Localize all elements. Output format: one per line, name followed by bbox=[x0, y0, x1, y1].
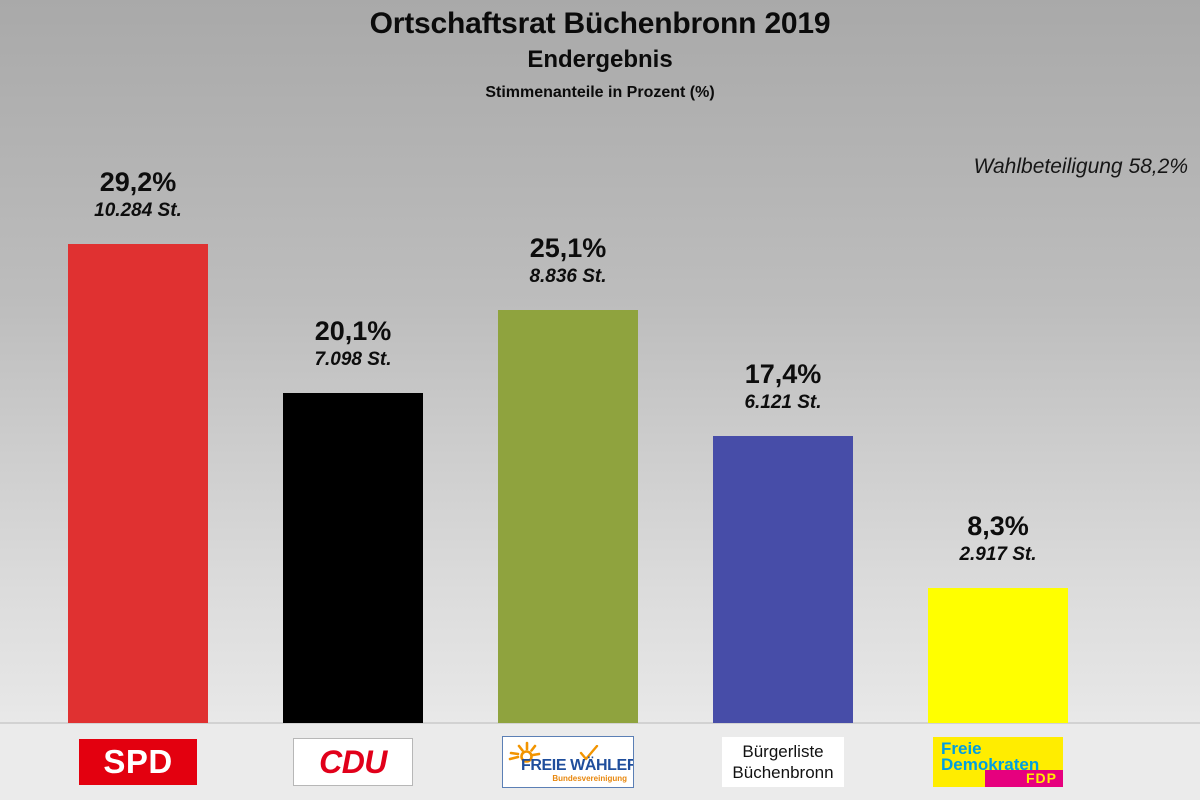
bar-rect-freie-waehler[interactable] bbox=[498, 310, 638, 723]
checkmark-icon bbox=[579, 744, 599, 760]
buergerliste-logo[interactable]: Bürgerliste Büchenbronn bbox=[722, 736, 844, 787]
bar-votes-label: 10.284 St. bbox=[94, 200, 182, 221]
buergerliste-logo-line1: Bürgerliste bbox=[742, 741, 824, 761]
fdp-logo-abbr: FDP bbox=[1026, 770, 1057, 786]
cdu-logo[interactable]: CDU bbox=[293, 737, 413, 786]
fdp-logo-line1: Freie bbox=[941, 738, 982, 758]
fdp-logo-abbr-box: FDP bbox=[985, 769, 1063, 787]
bar-votes-label: 8.836 St. bbox=[529, 266, 607, 287]
bar-group-buergerliste: 17,4% 6.121 St. bbox=[713, 359, 853, 723]
bar-rect-buergerliste[interactable] bbox=[713, 436, 853, 723]
cdu-logo-text: CDU bbox=[319, 743, 387, 780]
bar-group-freie-waehler: 25,1% 8.836 St. bbox=[498, 233, 638, 723]
fdp-logo-line2: Demokraten bbox=[941, 754, 1040, 774]
bar-percent-label: 8,3% bbox=[967, 511, 1029, 541]
bar-votes-label: 2.917 St. bbox=[959, 544, 1037, 565]
sun-icon bbox=[508, 741, 541, 763]
party-logo-cell-buergerliste: Bürgerliste Büchenbronn bbox=[713, 723, 853, 800]
turnout-annotation: Wahlbeteiligung 58,2% bbox=[973, 155, 1188, 178]
bars-container: 29,2% 10.284 St. 20,1% 7.098 St. 25,1% 8… bbox=[68, 167, 1068, 723]
party-logo-cell-cdu: CDU bbox=[283, 723, 423, 800]
bar-value-labels-fdp: 8,3% 2.917 St. bbox=[893, 510, 1103, 568]
bar-percent-label: 29,2% bbox=[99, 167, 177, 197]
chart-header: Ortschaftsrat Büchenbronn 2019 Endergebn… bbox=[0, 6, 1200, 104]
freie-waehler-logo-subline: Bundesvereinigung bbox=[552, 773, 627, 783]
buergerliste-logo-line2: Büchenbronn bbox=[732, 762, 834, 782]
bar-rect-fdp[interactable] bbox=[928, 588, 1068, 723]
bar-percent-label: 17,4% bbox=[744, 359, 822, 389]
bar-value-labels-spd: 29,2% 10.284 St. bbox=[33, 166, 243, 224]
page-title: Ortschaftsrat Büchenbronn 2019 bbox=[369, 7, 831, 40]
fdp-logo[interactable]: Freie Demokraten FDP bbox=[933, 736, 1063, 787]
bar-group-spd: 29,2% 10.284 St. bbox=[68, 167, 208, 723]
freie-waehler-logo-text: FREIE WÄHLER bbox=[521, 756, 634, 774]
bar-rect-cdu[interactable] bbox=[283, 393, 423, 723]
freie-waehler-logo[interactable]: FREIE WÄHLER Bundesvereinigung bbox=[502, 735, 634, 788]
bar-value-labels-buergerliste: 17,4% 6.121 St. bbox=[678, 358, 888, 416]
bar-group-fdp: 8,3% 2.917 St. bbox=[928, 511, 1068, 723]
bar-rect-spd[interactable] bbox=[68, 244, 208, 723]
party-logo-cell-freie-waehler: FREIE WÄHLER Bundesvereinigung bbox=[498, 723, 638, 800]
spd-logo[interactable]: SPD bbox=[79, 738, 197, 785]
spd-logo-text: SPD bbox=[103, 743, 173, 780]
bar-percent-label: 20,1% bbox=[314, 316, 392, 346]
bar-value-labels-freie-waehler: 25,1% 8.836 St. bbox=[463, 232, 673, 290]
party-logo-cell-fdp: Freie Demokraten FDP bbox=[928, 723, 1068, 800]
bar-votes-label: 6.121 St. bbox=[744, 392, 822, 413]
bar-group-cdu: 20,1% 7.098 St. bbox=[283, 316, 423, 723]
baseline-axis bbox=[0, 722, 1200, 724]
bar-votes-label: 7.098 St. bbox=[314, 349, 392, 370]
bar-percent-label: 25,1% bbox=[529, 233, 607, 263]
party-logo-cell-spd: SPD bbox=[68, 723, 208, 800]
bar-value-labels-cdu: 20,1% 7.098 St. bbox=[248, 315, 458, 373]
axis-caption: Stimmenanteile in Prozent (%) bbox=[485, 84, 715, 101]
party-logos-row: SPD CDU bbox=[0, 723, 1200, 800]
chart-subtitle: Endergebnis bbox=[527, 46, 673, 73]
